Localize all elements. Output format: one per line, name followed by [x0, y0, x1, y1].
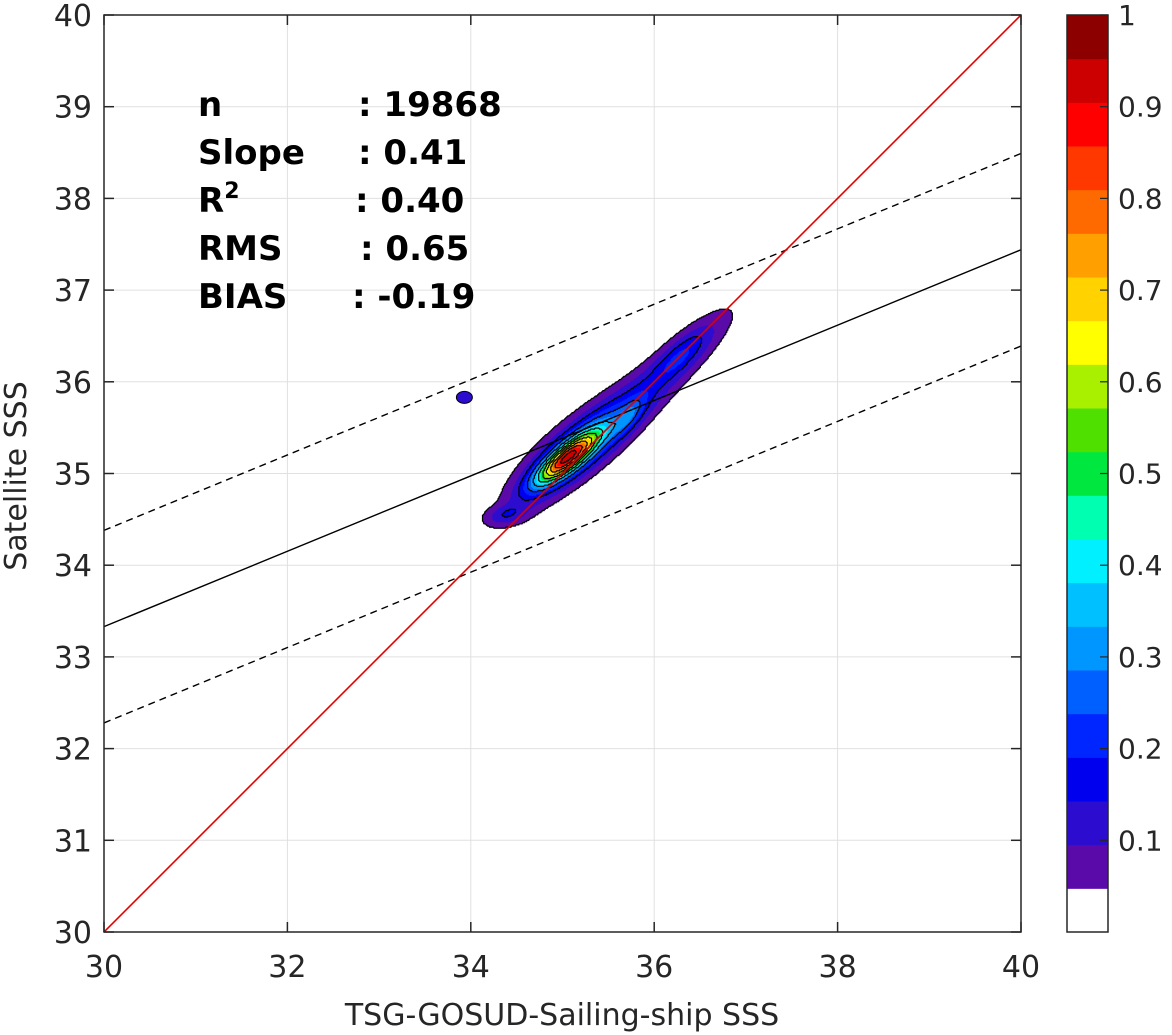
colorbar-tick-label: 0.4 [1118, 549, 1163, 582]
stat-value-bias: : -0.19 [352, 277, 475, 317]
stat-value-slope: : 0.41 [358, 133, 467, 173]
colorbar-tick-label: 0.6 [1118, 366, 1163, 399]
y-tick-label: 30 [54, 916, 92, 951]
y-tick-label: 31 [54, 824, 92, 859]
colorbar-tick-label: 0.9 [1118, 91, 1163, 124]
colorbar-swatch [1067, 277, 1108, 322]
colorbar-tick-label: 0.7 [1118, 274, 1163, 307]
x-axis-label: TSG-GOSUD-Sailing-ship SSS [344, 998, 779, 1033]
stat-key-superscript: 2 [224, 179, 239, 204]
y-tick-label: 39 [54, 91, 92, 126]
colorbar-swatch [1067, 320, 1108, 365]
stat-key-bias: BIAS [198, 277, 287, 317]
colorbar-swatch [1067, 888, 1108, 933]
y-tick-label: 33 [54, 641, 92, 676]
colorbar-tick-label: 0.1 [1118, 824, 1163, 857]
fit-line [104, 249, 1021, 628]
contour-outline-3 [501, 336, 703, 518]
contour-island [455, 390, 473, 404]
colorbar: 0.1 0.2 0.3 0.4 0.5 0.6 0.7 0.8 0.9 1 [1066, 0, 1163, 933]
x-tick-label: 40 [1002, 950, 1040, 985]
envelope-line [104, 345, 1021, 724]
colorbar-swatch [1067, 844, 1108, 889]
colorbar-swatch [1067, 189, 1108, 234]
stat-key-rms: RMS [198, 229, 283, 269]
envelope-line [104, 152, 1021, 532]
identity-line [104, 15, 1021, 932]
contour-outline-11 [542, 432, 598, 480]
x-tick-label: 30 [85, 950, 123, 985]
x-tick-label: 36 [635, 950, 673, 985]
colorbar-swatch [1067, 408, 1108, 453]
colorbar-tick-label: 0.8 [1118, 182, 1163, 215]
stat-key-r: R2 [198, 179, 240, 221]
contour-level-19 [560, 450, 577, 464]
stat-key-slope: Slope [198, 133, 305, 173]
stat-value-rms: : 0.65 [360, 229, 469, 269]
y-tick-label: 38 [54, 182, 92, 217]
colorbar-tick-label: 1 [1118, 0, 1136, 32]
colorbar-tick-label: 0.5 [1118, 458, 1163, 491]
y-tick-label: 37 [54, 274, 92, 309]
colorbar-tick-label: 0.2 [1118, 733, 1163, 766]
y-axis-label: Satellite SSS [0, 381, 34, 571]
grid [104, 15, 1021, 932]
colorbar-swatch [1067, 233, 1108, 278]
stats-box: n : 19868 Slope : 0.41 R2 : 0.40 RMS : 0.65 BIAS… [198, 85, 502, 317]
x-tick-label: 38 [819, 950, 857, 985]
colorbar-swatch [1067, 146, 1108, 191]
stat-value-n: : 19868 [358, 85, 502, 125]
x-tick-label: 32 [268, 950, 306, 985]
stat-value-r: : 0.40 [355, 181, 464, 221]
colorbar-swatch [1067, 670, 1108, 715]
colorbar-swatch [1067, 15, 1108, 60]
colorbar-swatch [1067, 364, 1108, 409]
colorbar-swatch [1067, 495, 1108, 540]
colorbar-swatch [1067, 539, 1108, 584]
colorbar-swatch [1067, 582, 1108, 627]
stat-key-n: n [198, 85, 222, 125]
colorbar-swatch [1067, 757, 1108, 802]
y-tick-label: 34 [54, 549, 92, 584]
colorbar-swatch [1067, 713, 1108, 758]
colorbar-swatch [1067, 801, 1108, 846]
colorbar-swatch [1067, 102, 1108, 147]
colorbar-swatch [1067, 58, 1108, 103]
contour-outline-17 [554, 445, 584, 469]
x-tick-label: 34 [452, 950, 490, 985]
axis-ticks: 30 32 34 36 38 40 30 31 32 33 34 35 36 37 38 39 40 [54, 0, 1040, 985]
contour-outline-19 [560, 449, 577, 464]
colorbar-swatch [1067, 626, 1108, 671]
contour-outline-1 [481, 308, 733, 529]
y-tick-label: 36 [54, 366, 92, 401]
contour-outline-5 [527, 399, 641, 493]
y-tick-label: 35 [54, 458, 92, 493]
y-tick-label: 40 [54, 0, 92, 34]
colorbar-tick-label: 0.3 [1118, 641, 1163, 674]
regression-lines [104, 15, 1021, 932]
y-tick-label: 32 [54, 733, 92, 768]
